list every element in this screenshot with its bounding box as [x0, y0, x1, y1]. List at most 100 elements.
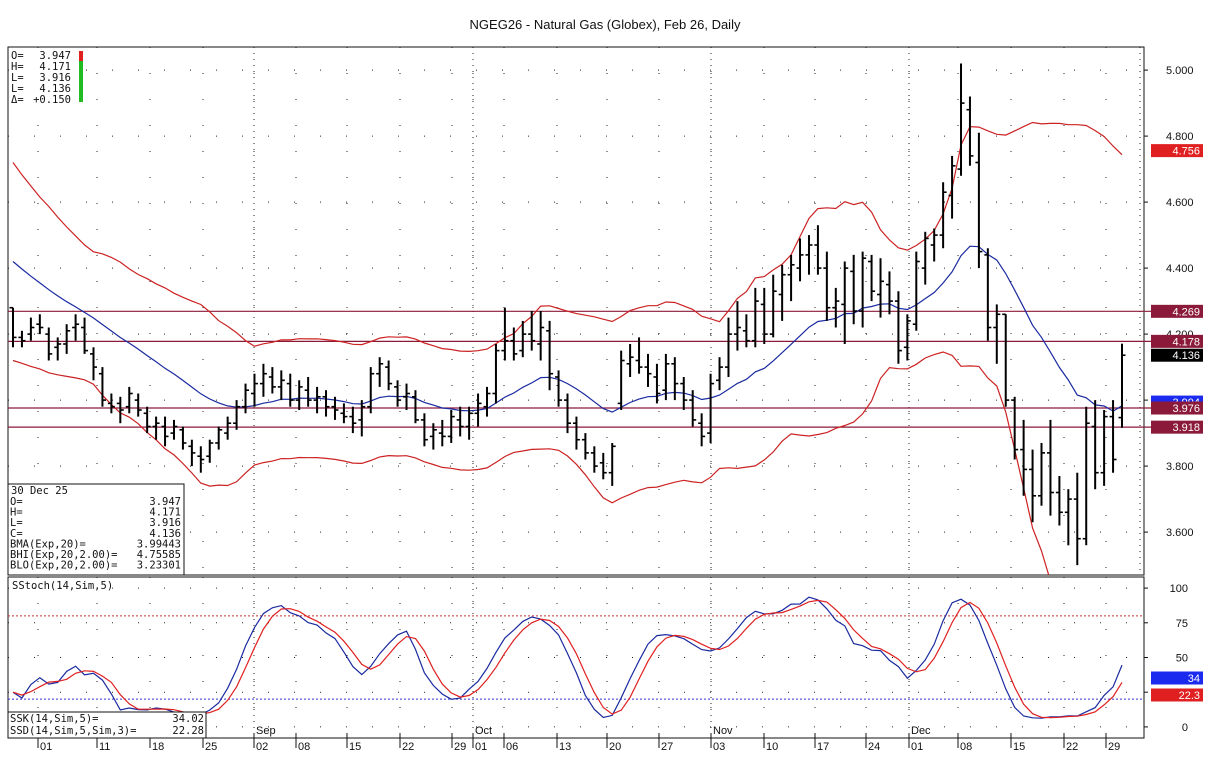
- price-tag-label: 3.976: [1172, 403, 1200, 415]
- stochastic-d-line: [12, 599, 1123, 719]
- ohlc-bar: [724, 317, 732, 377]
- price-axis-label: 4.800: [1166, 131, 1194, 143]
- month-label: Sep: [256, 725, 276, 737]
- price-tag-label: 4.178: [1172, 336, 1200, 348]
- ohlc-bar: [653, 363, 661, 404]
- moving-average-line: [12, 245, 1123, 413]
- stochastic-axis-label: 75: [1176, 618, 1188, 630]
- ohlc-bar: [161, 416, 169, 447]
- ohlc-bar: [1046, 419, 1054, 516]
- ohlc-change-key: Δ=: [11, 94, 24, 106]
- price-tag: 4.178: [1151, 334, 1203, 348]
- ohlc-bar: [403, 383, 411, 410]
- bar-info-value: 4.136: [149, 528, 181, 540]
- price-tag: 4.136: [1151, 348, 1203, 362]
- ohlc-bar: [769, 274, 777, 338]
- ohlc-bar: [751, 287, 759, 348]
- ohlc-bar: [921, 231, 929, 285]
- ohlc-bar: [250, 373, 258, 407]
- price-axis-label: 3.600: [1166, 527, 1194, 539]
- bar-info-key: L=: [10, 517, 23, 529]
- ohlc-bar: [716, 357, 724, 391]
- ohlc-bar: [984, 248, 992, 341]
- bar-info-bg: [7, 483, 185, 576]
- price-axis-label: 4.600: [1166, 197, 1194, 209]
- price-axis-label: 3.800: [1166, 461, 1194, 473]
- date-axis-label: 18: [152, 741, 164, 753]
- stochastic-axis-label: 100: [1170, 583, 1188, 595]
- ohlc-bar: [134, 393, 142, 417]
- stochastic-k-line: [12, 596, 1123, 719]
- bollinger-lower-line: [12, 351, 1050, 575]
- ohlc-bar: [689, 390, 697, 427]
- ohlc-bar: [304, 377, 312, 407]
- ohlc-bar: [850, 254, 858, 325]
- ohlc-bar: [429, 423, 437, 450]
- ohlc-bar: [787, 254, 795, 302]
- bar-info-value: 3.916: [149, 517, 181, 529]
- ohlc-bar: [81, 317, 89, 354]
- bar-info-date: 30 Dec 25: [11, 485, 68, 497]
- ohlc-last-value: 4.136: [39, 83, 71, 95]
- ohlc-bar: [116, 396, 124, 424]
- date-axis-label: 17: [817, 741, 829, 753]
- ohlc-bar: [644, 353, 652, 387]
- ohlc-bar: [572, 416, 580, 450]
- ohlc-bar: [599, 452, 607, 480]
- ohlc-high-value: 4.171: [39, 61, 71, 73]
- ohlc-bar: [707, 373, 715, 443]
- ohlc-bar: [411, 390, 419, 424]
- date-axis-label: 02: [256, 741, 268, 753]
- ohlc-bar: [671, 357, 679, 401]
- ohlc-bar: [483, 386, 491, 417]
- ohlc-bar: [63, 324, 71, 354]
- ssk-value: 34.02: [172, 713, 204, 725]
- ohlc-bar: [528, 311, 536, 351]
- ohlc-bar: [9, 306, 17, 348]
- ohlc-bar: [742, 314, 750, 348]
- date-axis-label: 01: [475, 741, 487, 753]
- ohlc-bar: [456, 406, 464, 437]
- bar-info-value: 3.23301: [137, 560, 181, 572]
- ohlc-bar: [537, 311, 545, 361]
- bollinger-bands: [12, 121, 1123, 575]
- price-axis-label: 5.000: [1166, 65, 1194, 77]
- stochastic-axis-label: 50: [1176, 653, 1188, 665]
- ohlc-bar: [975, 132, 983, 269]
- ohlc-bar: [447, 410, 455, 443]
- ohlc-bar: [832, 287, 840, 328]
- ohlc-bar: [617, 350, 625, 410]
- date-axis: 01 11 18 25 02 08 15 22 29 01 06 13 20 27 03 10 17 24 01 08…: [37, 725, 1120, 753]
- ohlc-bar: [224, 416, 232, 440]
- ohlc-bar: [805, 235, 813, 275]
- ohlc-bar: [546, 320, 554, 391]
- ohlc-bar: [45, 327, 53, 361]
- ohlc-bar: [233, 400, 241, 430]
- date-axis-label: 10: [766, 741, 778, 753]
- price-tag: 3.976: [1151, 401, 1203, 415]
- ohlc-bar: [1029, 449, 1037, 523]
- ohlc-bar: [1002, 313, 1010, 407]
- ohlc-bar: [1118, 343, 1126, 428]
- stochastic-tag-bg: [1151, 671, 1203, 685]
- ohlc-bar: [492, 344, 500, 404]
- date-axis-label: 15: [349, 741, 361, 753]
- ohlc-bar: [868, 254, 876, 302]
- price-tag-bg: [1151, 304, 1203, 318]
- ssk-key: SSK(14,Sim,5)=: [10, 713, 99, 725]
- price-tag-bg: [1151, 348, 1203, 362]
- ssd-key: SSD(14,Sim,5,Sim,3)=: [10, 725, 136, 737]
- price-tag-bg: [1151, 334, 1203, 348]
- price-tag-bg: [1151, 401, 1203, 415]
- month-label: Oct: [475, 725, 492, 737]
- price-tag: 3.918: [1151, 420, 1203, 434]
- bar-info-key: C=: [10, 528, 23, 540]
- bar-info-key: BHI(Exp,20,2.00)=: [10, 549, 117, 561]
- ohlc-bar: [501, 307, 509, 361]
- ohlc-bar: [698, 413, 706, 447]
- ohlc-bar: [1020, 419, 1028, 496]
- ohlc-bar: [733, 301, 741, 351]
- date-axis-label: 29: [1108, 741, 1120, 753]
